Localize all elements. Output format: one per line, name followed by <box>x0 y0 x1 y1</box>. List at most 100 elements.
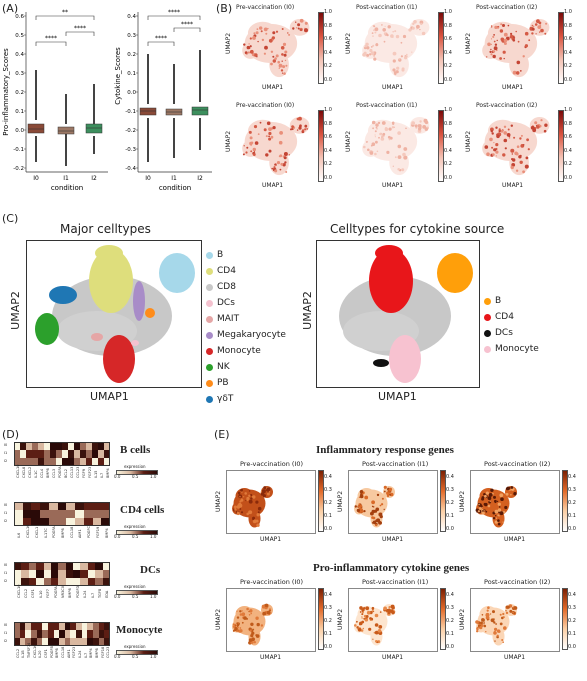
legend-item: NK <box>206 362 230 372</box>
heatmap-cell <box>104 442 110 450</box>
heatmap-cell <box>76 638 82 646</box>
colorbar-tick: 0.0 <box>564 175 572 181</box>
heatmap-cell <box>25 622 31 630</box>
expression-tick: 0.5 <box>132 474 139 479</box>
heatmap-row-label: I0 <box>4 443 8 447</box>
heatmap-row-label: I0 <box>4 503 8 507</box>
expression-colorbar <box>116 590 158 595</box>
heatmap-cell <box>83 510 93 518</box>
colorbar-tick: 0.0 <box>324 175 332 181</box>
gene-label: PDGFD <box>75 585 80 598</box>
colorbar-tick: 0.0 <box>444 77 452 83</box>
colorbar-tick: 0.1 <box>324 631 332 637</box>
colorbar-tick: 0.2 <box>324 618 332 624</box>
heatmap-title: B cells <box>120 444 151 456</box>
colorbar-tick: 0.4 <box>446 592 454 598</box>
x-tick-label: I2 <box>197 175 203 182</box>
colorbar-tick: 0.2 <box>324 500 332 506</box>
legend-swatch <box>206 331 213 339</box>
legend-label: Monocyte <box>495 344 539 354</box>
heatmap-cell <box>93 630 99 638</box>
colorbar-tick: 0.8 <box>564 120 572 127</box>
heatmap-cell <box>92 518 102 526</box>
heatmap-cell <box>68 458 74 466</box>
gene-label: IL1C <box>34 470 38 478</box>
gene-label: CXCL8 <box>22 466 26 478</box>
heatmap-cell <box>32 442 38 450</box>
heatmap-cell <box>81 630 88 638</box>
colorbar-tick: 1.0 <box>564 9 572 15</box>
legend-swatch <box>206 363 213 371</box>
gene-label: FGF23 <box>72 646 77 658</box>
panel-a-label: (A) <box>2 2 19 15</box>
heatmap-row-label: I2 <box>4 579 8 583</box>
legend-label: B <box>495 296 502 306</box>
umap-xlabel: UMAP1 <box>502 84 524 91</box>
heatmap-cell <box>53 622 60 630</box>
legend-label: PB <box>217 378 229 388</box>
heatmap-cell <box>58 570 66 578</box>
legend-swatch <box>484 297 491 305</box>
heatmap-cell <box>50 578 59 586</box>
heatmap-cell <box>80 442 86 450</box>
umap-plot <box>354 110 436 180</box>
umap-title: Pre-vaccination (I0) <box>240 460 304 468</box>
umap-title: Post-vaccination (I1) <box>356 4 418 11</box>
heatmap-cell <box>42 638 48 646</box>
legend-label: DCs <box>217 298 235 308</box>
heatmap-cell <box>30 638 37 646</box>
heatmap-cell <box>31 518 41 526</box>
heatmap-cell <box>95 578 103 586</box>
expression-colorbar <box>116 470 158 475</box>
heatmap-row-label: I1 <box>4 571 8 575</box>
legend-label: CD8 <box>217 282 236 292</box>
panel-c-left-xlabel: UMAP1 <box>90 390 129 403</box>
umap-ylabel: UMAP2 <box>345 32 353 55</box>
umap-ylabel: UMAP2 <box>337 608 345 631</box>
legend-label: MAIT <box>217 314 240 324</box>
umap-xlabel: UMAP1 <box>262 182 284 189</box>
heatmap-cell <box>22 518 32 526</box>
panel-e-title-2: Pro-inflammatory cytokine genes <box>313 562 470 574</box>
legend-swatch <box>206 283 213 291</box>
colorbar-tick: 0.2 <box>444 161 452 168</box>
colorbar-tick: 0.4 <box>324 592 332 598</box>
heatmap-cell <box>38 442 44 450</box>
heatmap-cell <box>26 450 32 458</box>
heatmap-row-label: I2 <box>4 519 8 523</box>
heatmap-cell <box>98 442 104 450</box>
expression-tick: 0.0 <box>114 654 121 659</box>
y-tick-label: 0.4 <box>127 14 136 20</box>
x-tick-label: I0 <box>33 175 39 182</box>
umap-ylabel: UMAP2 <box>459 608 467 631</box>
colorbar-tick: 0.1 <box>324 513 332 519</box>
heatmap-cell <box>40 510 49 518</box>
legend-item: PB <box>206 378 229 388</box>
heatmap-cell <box>14 518 23 526</box>
umap-ylabel: UMAP2 <box>345 130 353 153</box>
umap-frame <box>470 470 560 534</box>
heatmap-cell <box>53 630 60 638</box>
heatmap-cell <box>22 510 32 518</box>
y-tick-label: -0.1 <box>125 109 136 115</box>
expression-label: expression <box>124 584 146 589</box>
expression-label: expression <box>124 524 146 529</box>
heatmap-cell <box>57 518 67 526</box>
y-tick-label: 0.4 <box>15 52 24 58</box>
heatmap-cell <box>66 502 76 510</box>
umap-xlabel: UMAP1 <box>260 536 282 543</box>
legend-label: γδT <box>217 394 234 404</box>
heatmap-cell <box>14 570 22 578</box>
legend-swatch <box>484 313 491 321</box>
colorbar-tick: 0.4 <box>564 147 572 154</box>
expression-tick: 0.5 <box>132 654 139 659</box>
heatmap-row-label: I0 <box>4 623 8 627</box>
legend-item: CD8 <box>206 282 236 292</box>
y-tick-label: -0.1 <box>13 147 24 153</box>
gene-label: BMP8 <box>68 588 73 598</box>
gene-label: FGF19 <box>95 526 100 538</box>
umap-xlabel: UMAP1 <box>382 84 404 91</box>
legend-swatch <box>206 395 213 403</box>
heatmap-cell <box>14 458 20 466</box>
heatmap-cell <box>87 578 96 586</box>
